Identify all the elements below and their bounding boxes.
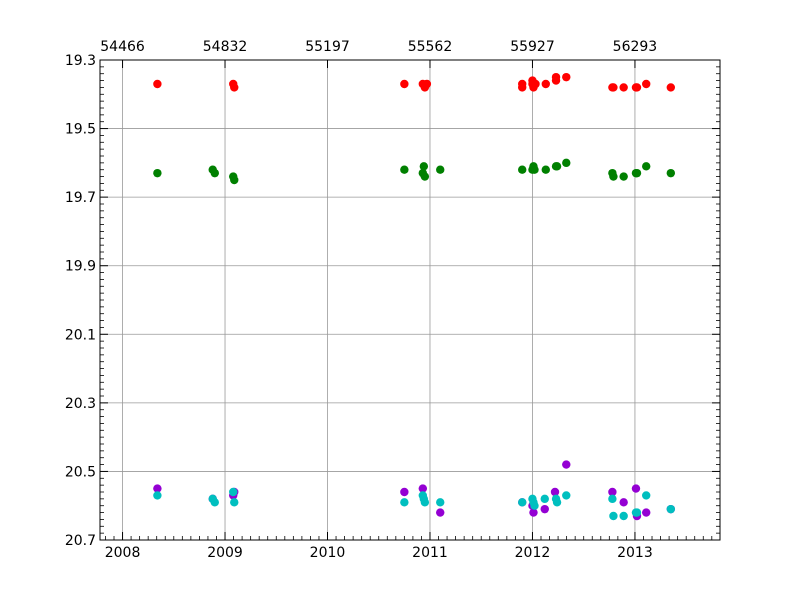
- data-point: [420, 172, 430, 181]
- data-point: [230, 83, 239, 92]
- data-point: [153, 484, 162, 493]
- top-tick-label: 54466: [100, 39, 145, 55]
- data-point: [642, 79, 651, 89]
- top-tick-label: 56293: [613, 39, 658, 55]
- data-point: [666, 504, 676, 514]
- ticks-layer: [100, 59, 720, 541]
- data-point: [400, 165, 409, 174]
- x-tick-label: 2009: [207, 545, 243, 561]
- y-tick-label: 20.1: [65, 327, 96, 343]
- data-point: [230, 175, 239, 185]
- data-point: [153, 79, 162, 89]
- data-point: [422, 79, 432, 89]
- y-tick-label: 19.7: [65, 190, 96, 206]
- data-point: [518, 165, 527, 174]
- y-tick-label: 19.9: [65, 259, 96, 275]
- data-point: [210, 498, 219, 507]
- data-point: [632, 168, 642, 178]
- data-point: [529, 508, 538, 517]
- x-tick-label: 2008: [105, 545, 141, 561]
- data-point: [541, 165, 550, 174]
- data-point: [608, 487, 617, 497]
- data-point: [609, 172, 618, 181]
- data-point: [541, 79, 550, 89]
- data-point: [562, 460, 571, 469]
- data-point: [400, 487, 409, 497]
- data-point: [210, 168, 219, 178]
- data-point: [552, 162, 562, 171]
- y-tick-label: 20.5: [65, 464, 96, 480]
- data-point: [609, 511, 618, 521]
- x-tick-label: 2012: [515, 545, 551, 561]
- data-point: [608, 494, 617, 504]
- data-point: [518, 83, 527, 92]
- data-point: [418, 484, 428, 493]
- y-tick-label: 19.3: [65, 53, 96, 69]
- data-point: [153, 168, 162, 178]
- data-point: [562, 158, 571, 168]
- data-point: [400, 498, 409, 507]
- y-tick-label: 19.5: [65, 122, 96, 138]
- data-point: [632, 83, 642, 92]
- data-point: [530, 501, 539, 510]
- data-point: [540, 494, 549, 504]
- data-point: [609, 83, 618, 92]
- data-point: [540, 504, 549, 514]
- points-layer: [153, 72, 676, 521]
- data-point: [619, 498, 628, 507]
- data-point: [530, 165, 539, 174]
- data-point: [642, 491, 651, 500]
- data-point: [551, 76, 561, 85]
- data-point: [419, 162, 429, 171]
- data-point: [631, 484, 641, 493]
- y-tick-label: 20.3: [65, 396, 96, 412]
- top-tick-label: 54832: [203, 39, 248, 55]
- data-point: [153, 491, 162, 500]
- data-point: [642, 508, 651, 517]
- data-point: [229, 487, 238, 497]
- data-point: [436, 165, 445, 174]
- data-point: [230, 498, 239, 507]
- data-point: [562, 72, 571, 82]
- data-point: [642, 162, 651, 171]
- data-point: [400, 79, 409, 89]
- data-point: [550, 487, 560, 497]
- data-point: [420, 498, 430, 507]
- labels-layer: 2008 2009 2010 2011 2012 2013 54466 54832 55197 5…: [65, 39, 657, 561]
- data-point: [562, 491, 571, 500]
- data-point: [436, 498, 445, 507]
- data-point: [518, 498, 527, 507]
- data-point: [619, 83, 628, 92]
- x-tick-label: 2013: [617, 545, 653, 561]
- top-tick-label: 55927: [510, 39, 555, 55]
- data-point: [436, 508, 445, 517]
- data-point: [666, 168, 676, 178]
- data-point: [619, 511, 628, 521]
- data-point: [619, 172, 628, 181]
- data-point: [666, 83, 676, 92]
- top-tick-label: 55197: [305, 39, 350, 55]
- top-tick-label: 55562: [408, 39, 453, 55]
- data-point: [632, 508, 642, 517]
- y-tick-label: 20.7: [65, 533, 96, 549]
- x-tick-label: 2011: [412, 545, 448, 561]
- data-point: [552, 498, 562, 507]
- x-tick-label: 2010: [310, 545, 346, 561]
- data-point: [531, 79, 540, 89]
